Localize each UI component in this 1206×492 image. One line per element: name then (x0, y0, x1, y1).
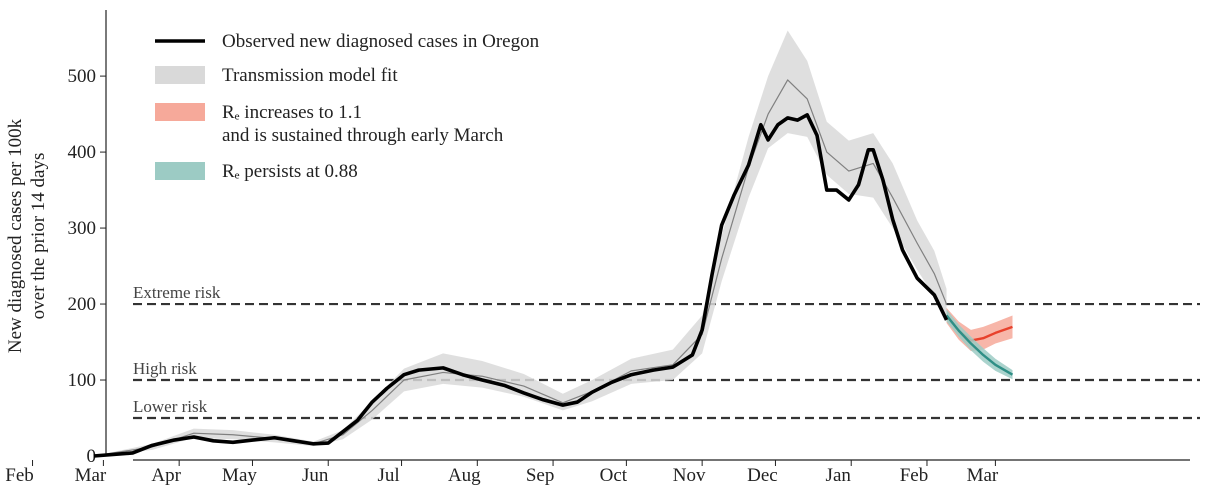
legend-label: Rₑ persists at 0.88 (222, 161, 358, 182)
x-tick-label: Aug (448, 465, 481, 486)
x-tick-label: Feb (900, 465, 929, 486)
threshold-label: Extreme risk (133, 283, 221, 302)
x-tick-label: Feb (5, 465, 34, 486)
x-tick-label: Jan (826, 465, 852, 486)
x-tick-label: Mar (967, 465, 999, 486)
legend-swatch (155, 162, 205, 180)
x-tick-label: Dec (747, 465, 778, 486)
legend-label: Transmission model fit (222, 65, 398, 86)
y-tick-label: 200 (68, 294, 97, 315)
y-tick-label: 400 (68, 142, 97, 163)
x-tick-label: Sep (526, 465, 555, 486)
x-tick-label: May (222, 465, 257, 486)
x-tick-label: Mar (75, 465, 107, 486)
x-tick-label: Jun (302, 465, 329, 486)
legend-swatch (155, 103, 205, 121)
threshold-label: High risk (133, 359, 197, 378)
threshold-label: Lower risk (133, 397, 208, 416)
y-axis-label: New diagnosed cases per 100k over the pri… (5, 118, 49, 353)
x-tick-label: Apr (151, 465, 181, 486)
legend-label: Rₑ increases to 1.1 and is sustained thro… (222, 102, 504, 146)
y-tick-label: 0 (87, 446, 97, 467)
line (93, 113, 949, 458)
band (946, 309, 1013, 380)
y-tick-label: 500 (68, 66, 97, 87)
x-tick-label: Oct (600, 465, 628, 486)
y-tick-label: 100 (68, 370, 97, 391)
x-tick-label: Nov (673, 465, 706, 486)
line (945, 314, 1014, 376)
x-tick-label: Jul (377, 465, 399, 486)
legend-label: Observed new diagnosed cases in Oregon (222, 31, 540, 52)
y-tick-label: 300 (68, 218, 97, 239)
legend-swatch (155, 66, 205, 84)
